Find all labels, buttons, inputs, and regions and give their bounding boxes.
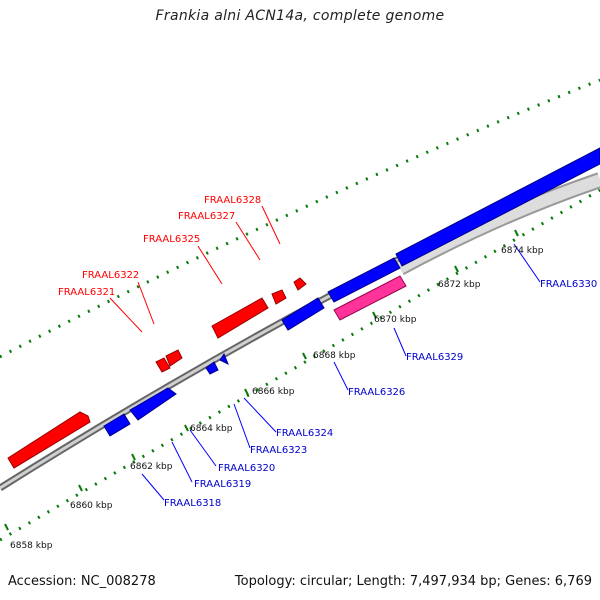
scale-label: 6862 kbp — [130, 462, 173, 472]
gene-reverse — [327, 257, 401, 303]
scale-label: 6870 kbp — [374, 315, 417, 325]
gene-forward — [155, 357, 171, 373]
gene-reverse — [205, 361, 219, 375]
scale-label: 6864 kbp — [190, 424, 233, 434]
gene-forward — [7, 411, 91, 469]
gene-label: FRAAL6322 — [82, 270, 139, 281]
gene-label: FRAAL6330 — [540, 279, 597, 290]
scale-labels: 6858 kbp 6860 kbp 6862 kbp 6864 kbp 6866… — [10, 246, 544, 551]
scale-label: 6866 kbp — [252, 387, 295, 397]
scale-label: 6872 kbp — [438, 280, 481, 290]
gene-reverse — [103, 413, 131, 437]
forward-label-leaders — [109, 205, 281, 333]
gene-label: FRAAL6320 — [218, 463, 275, 474]
gene-forward — [293, 277, 307, 291]
accession-label: Accession: NC_008278 — [8, 574, 156, 589]
gene-label: FRAAL6325 — [143, 234, 200, 245]
scale-major-ticks — [4, 229, 519, 531]
reverse-genes — [103, 147, 600, 437]
scale-label: 6858 kbp — [10, 541, 53, 551]
gene-forward — [211, 297, 269, 339]
scale-label: 6868 kbp — [313, 351, 356, 361]
outer-tick-ring — [0, 78, 600, 359]
inner-tick-ring — [0, 188, 600, 542]
forward-gene-labels: FRAAL6321 FRAAL6322 FRAAL6325 FRAAL6327 … — [58, 195, 261, 298]
gene-label: FRAAL6326 — [348, 387, 405, 398]
gene-label: FRAAL6323 — [250, 445, 307, 456]
scale-label: 6874 kbp — [501, 246, 544, 256]
gene-reverse — [281, 297, 325, 331]
gene-reverse — [219, 352, 229, 366]
gene-forward — [271, 289, 287, 305]
scale-label: 6860 kbp — [70, 501, 113, 511]
gene-label: FRAAL6324 — [276, 428, 333, 439]
forward-genes — [7, 277, 307, 469]
gene-label: FRAAL6327 — [178, 211, 235, 222]
reverse-gene-labels: FRAAL6318 FRAAL6319 FRAAL6320 FRAAL6323 … — [164, 279, 597, 509]
gene-forward — [165, 349, 183, 367]
gene-reverse — [395, 147, 600, 267]
gene-reverse — [129, 387, 177, 421]
gene-label: FRAAL6319 — [194, 479, 251, 490]
gene-pink — [333, 275, 407, 321]
gray-feature-band-fill — [397, 174, 600, 274]
reverse-label-leaders — [141, 243, 541, 501]
gene-label: FRAAL6328 — [204, 195, 261, 206]
gene-label: FRAAL6329 — [406, 352, 463, 363]
gene-label: FRAAL6321 — [58, 287, 115, 298]
gene-label: FRAAL6318 — [164, 498, 221, 509]
map-title: Frankia alni ACN14a, complete genome — [155, 8, 445, 24]
genome-summary: Topology: circular; Length: 7,497,934 bp… — [234, 574, 592, 589]
